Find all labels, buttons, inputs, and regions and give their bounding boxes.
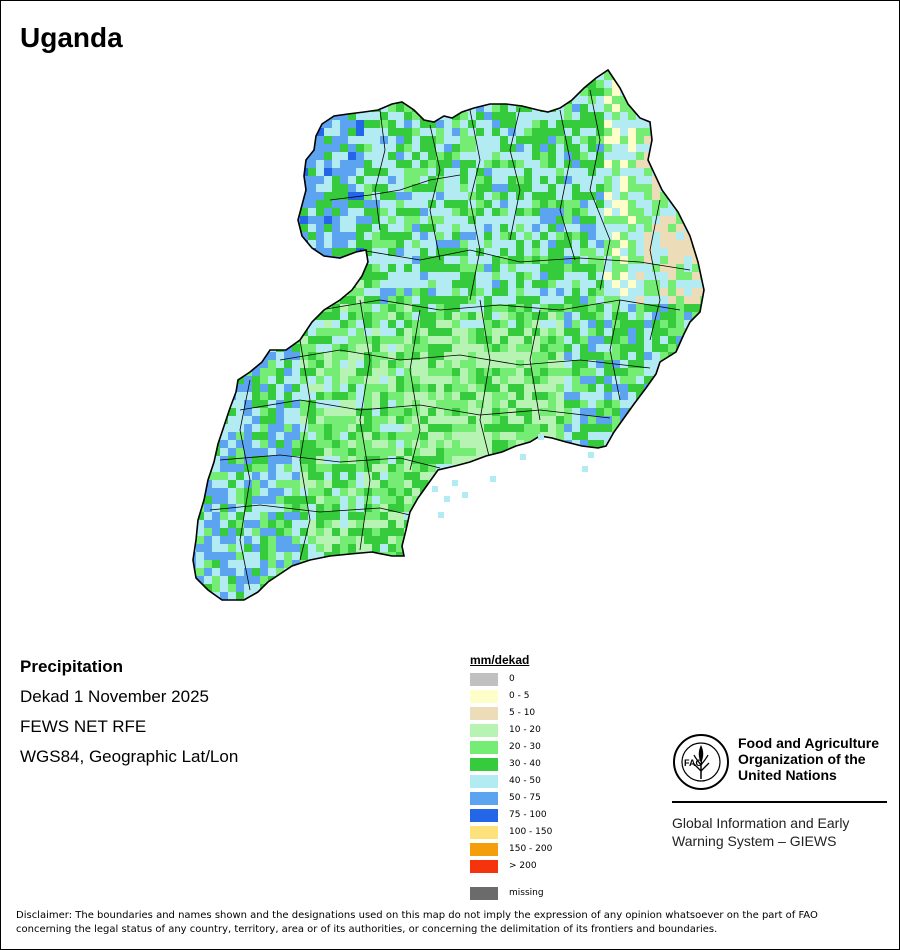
disclaimer: Disclaimer: The boundaries and names sho… [16, 909, 886, 937]
disclaimer-line-2: concerning the legal status of any count… [16, 924, 718, 935]
legend-label: 10 - 20 [509, 725, 541, 735]
fao-name-line-2: Organization of the [738, 751, 866, 767]
district-boundary [469, 109, 481, 301]
legend-swatch [470, 723, 498, 737]
legend-label: 150 - 200 [509, 844, 553, 854]
legend-item: 0 - 5 [470, 689, 529, 703]
district-boundary [559, 109, 576, 261]
legend-label: 20 - 30 [509, 742, 541, 752]
island-cell [438, 512, 444, 518]
source-label: FEWS NET RFE [20, 717, 147, 736]
district-boundary [429, 124, 441, 261]
fao-logo-f: FAO [684, 758, 703, 768]
district-boundary [409, 309, 421, 471]
giews-line-1: Global Information and Early [672, 815, 850, 831]
legend-swatch [470, 808, 498, 822]
precipitation-map [192, 69, 705, 601]
projection-label: WGS84, Geographic Lat/Lon [20, 747, 239, 766]
district-boundary [589, 89, 611, 291]
legend-swatch [470, 859, 498, 873]
legend-swatch [470, 757, 498, 771]
legend-label: 5 - 10 [509, 708, 536, 718]
legend-swatch [470, 706, 498, 720]
district-boundary [279, 349, 651, 369]
island-cell [444, 496, 450, 502]
island-cell [452, 480, 458, 486]
legend-label: 50 - 75 [509, 793, 541, 803]
legend-swatch [470, 774, 498, 788]
district-boundary [299, 339, 311, 561]
legend-swatch [470, 842, 498, 856]
legend-label: 40 - 50 [509, 776, 541, 786]
legend-swatch [470, 825, 498, 839]
disclaimer-line-1: Disclaimer: The boundaries and names sho… [16, 910, 818, 921]
district-boundary [239, 379, 251, 591]
legend-item: 75 - 100 [470, 808, 547, 822]
district-boundary [219, 454, 441, 469]
island-cell [538, 434, 544, 440]
legend-swatch [470, 740, 498, 754]
island-cell [432, 486, 438, 492]
island-cell [588, 452, 594, 458]
legend-title: mm/dekad [470, 653, 530, 667]
legend-item: 150 - 200 [470, 842, 552, 856]
giews-line-2: Warning System – GIEWS [672, 833, 837, 849]
legend-item: 0 [470, 672, 515, 686]
legend-label: 0 - 5 [509, 691, 530, 701]
legend-item-missing: missing [470, 886, 544, 900]
district-boundary [609, 299, 621, 401]
legend-swatch [470, 672, 498, 686]
island-cell [520, 454, 526, 460]
district-boundary [239, 399, 611, 419]
district-boundary [359, 249, 691, 271]
variable-label: Precipitation [20, 657, 123, 676]
legend-label: 0 [509, 674, 515, 684]
period-label: Dekad 1 November 2025 [20, 687, 210, 706]
legend-swatch [470, 791, 498, 805]
legend-item: 100 - 150 [470, 825, 552, 839]
legend-label: 30 - 40 [509, 759, 541, 769]
legend-label: 100 - 150 [509, 827, 553, 837]
fao-divider [672, 801, 887, 803]
legend-item: 20 - 30 [470, 740, 541, 754]
legend-label: missing [509, 888, 544, 898]
island-cell [582, 466, 588, 472]
legend-item: > 200 [470, 859, 537, 873]
legend-item: 5 - 10 [470, 706, 535, 720]
district-boundary [479, 299, 491, 461]
legend-swatch [470, 689, 498, 703]
legend-item: 30 - 40 [470, 757, 541, 771]
legend-item: 50 - 75 [470, 791, 541, 805]
district-boundary [649, 199, 661, 341]
map-title: Uganda [20, 22, 123, 53]
district-boundary [209, 504, 411, 516]
district-boundary [529, 309, 541, 421]
district-boundary [359, 299, 371, 551]
legend-label: 75 - 100 [509, 810, 547, 820]
giews-label: Global Information and Early Warning Sys… [672, 814, 849, 850]
legend-item: 10 - 20 [470, 723, 541, 737]
fao-organization-name: Food and Agriculture Organization of the… [738, 735, 879, 783]
district-boundary [374, 109, 386, 231]
legend-swatch [470, 886, 498, 900]
legend-label: > 200 [509, 861, 537, 871]
fao-name-line-1: Food and Agriculture [738, 735, 880, 751]
district-boundary [509, 107, 521, 241]
legend-item: 40 - 50 [470, 774, 541, 788]
district-boundary [329, 174, 461, 201]
island-cell [490, 476, 496, 482]
fao-name-line-3: United Nations [738, 767, 837, 783]
island-cell [462, 492, 468, 498]
fao-logo: FAO [673, 734, 729, 790]
